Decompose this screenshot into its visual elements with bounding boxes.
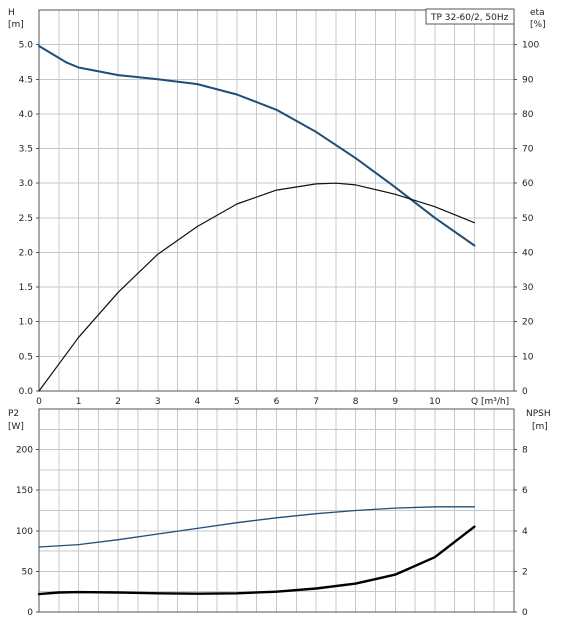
top-plot-grid xyxy=(38,9,515,392)
flow-axis-label: Q [m³/h] xyxy=(471,397,509,407)
left-tick-label: 0.0 xyxy=(19,387,34,397)
npsh-curve-series xyxy=(37,525,476,596)
power-axis-unit: [W] xyxy=(8,422,24,432)
x-tick-label: 5 xyxy=(234,397,240,407)
x-tick-label: 10 xyxy=(429,397,441,407)
right-tick-label: 70 xyxy=(522,145,534,155)
left-tick-label: 1.5 xyxy=(19,283,33,293)
right-tick-label: 100 xyxy=(522,41,539,51)
x-tick-label: 7 xyxy=(313,397,319,407)
eta-axis-label: eta xyxy=(530,8,545,18)
eta-axis-unit: [%] xyxy=(530,20,546,30)
right-tick-label: 60 xyxy=(522,179,534,189)
left-tick-label: 50 xyxy=(22,567,34,577)
right-tick-label: 50 xyxy=(522,214,534,224)
efficiency-curve-series xyxy=(38,182,475,392)
left-tick-label: 2.0 xyxy=(19,248,34,258)
bottom-plot-grid xyxy=(38,408,515,613)
left-tick-label: 5.0 xyxy=(19,41,34,51)
head-curve-series xyxy=(38,45,476,247)
top-plot-frame xyxy=(38,9,515,392)
left-tick-label: 200 xyxy=(16,446,33,456)
left-tick-label: 150 xyxy=(16,486,33,496)
right-tick-label: 2 xyxy=(522,567,528,577)
right-tick-label: 0 xyxy=(522,608,528,618)
x-tick-label: 1 xyxy=(76,397,82,407)
x-tick-label: 0 xyxy=(36,397,42,407)
left-tick-label: 3.5 xyxy=(19,145,33,155)
x-tick-label: 9 xyxy=(392,397,398,407)
right-tick-label: 30 xyxy=(522,283,534,293)
x-tick-label: 4 xyxy=(194,397,200,407)
left-tick-label: 100 xyxy=(16,527,33,537)
left-tick-label: 2.5 xyxy=(19,214,33,224)
x-tick-label: 2 xyxy=(115,397,121,407)
right-tick-label: 8 xyxy=(522,446,528,456)
top-plot-tick-labels: 0.00.51.01.52.02.53.03.54.04.55.00102030… xyxy=(19,41,540,407)
left-tick-label: 0.5 xyxy=(19,352,33,362)
legend-text: TP 32-60/2, 50Hz xyxy=(430,13,509,23)
x-tick-label: 8 xyxy=(353,397,359,407)
left-tick-label: 0 xyxy=(27,608,33,618)
bottom-plot-tick-labels: 0 50 100 150 200 0 2 4 6 8 xyxy=(16,446,528,618)
npsh-axis-unit: [m] xyxy=(532,422,548,432)
npsh-axis-label: NPSH xyxy=(526,409,551,419)
right-tick-label: 80 xyxy=(522,110,534,120)
top-plot-series xyxy=(38,45,476,392)
right-tick-label: 6 xyxy=(522,486,528,496)
power-curve-series xyxy=(38,506,476,548)
left-tick-label: 4.5 xyxy=(19,75,33,85)
left-tick-label: 3.0 xyxy=(19,179,34,189)
head-axis-label: H xyxy=(8,8,15,18)
right-tick-label: 90 xyxy=(522,75,534,85)
legend-box xyxy=(425,8,515,25)
bottom-plot-frame xyxy=(38,408,515,613)
x-tick-label: 6 xyxy=(274,397,280,407)
right-tick-label: 40 xyxy=(522,248,534,258)
power-axis-label: P2 xyxy=(8,409,19,419)
left-tick-label: 1.0 xyxy=(19,318,34,328)
x-tick-label: 3 xyxy=(155,397,161,407)
bottom-plot-series xyxy=(37,506,476,596)
head-axis-unit: [m] xyxy=(8,20,24,30)
right-tick-label: 0 xyxy=(522,387,528,397)
right-tick-label: 10 xyxy=(522,352,534,362)
right-tick-label: 20 xyxy=(522,318,534,328)
left-tick-label: 4.0 xyxy=(19,110,34,120)
right-tick-label: 4 xyxy=(522,527,528,537)
